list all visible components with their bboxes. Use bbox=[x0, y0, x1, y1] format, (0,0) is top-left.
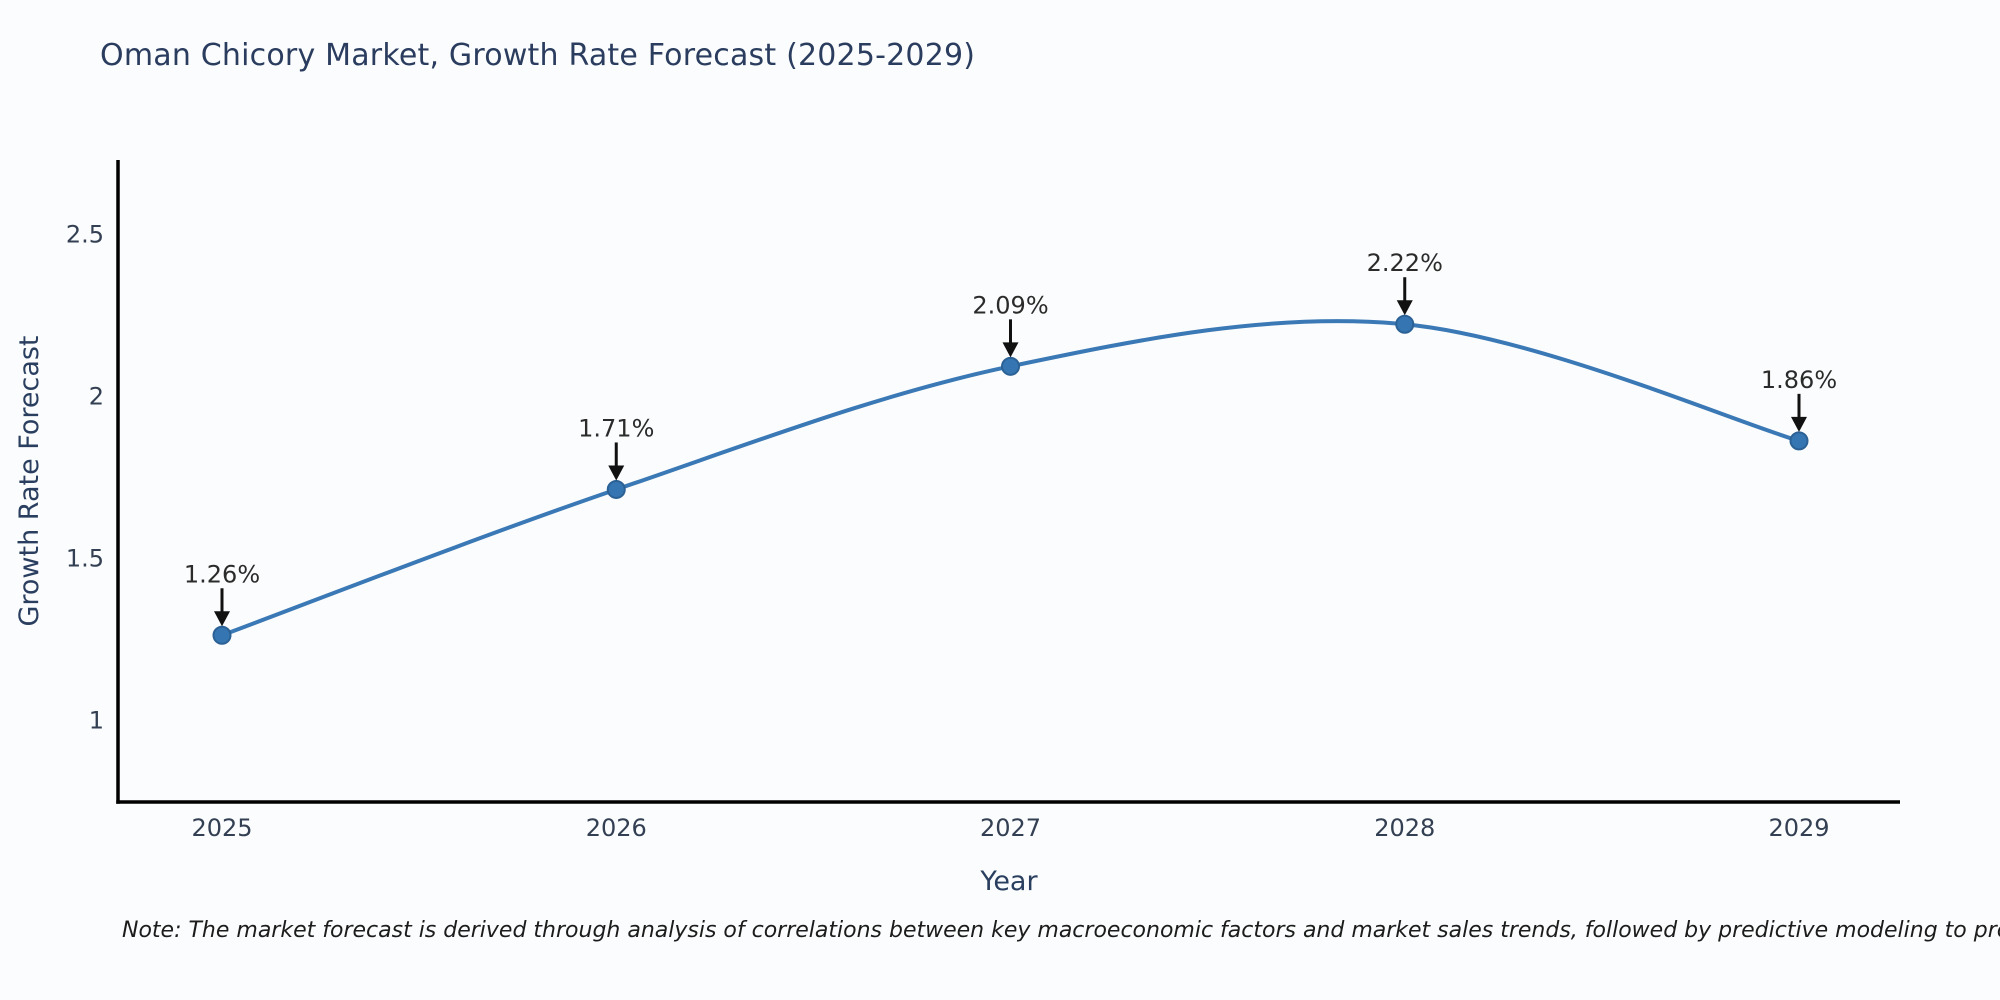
footnote: Note: The market forecast is derived thr… bbox=[122, 918, 2000, 943]
y-tick-label: 1.5 bbox=[66, 545, 104, 573]
annotation-arrowhead bbox=[1396, 300, 1413, 316]
data-point-label: 2.22% bbox=[1367, 249, 1443, 277]
data-point-marker bbox=[1395, 314, 1415, 334]
y-tick-label: 2.5 bbox=[66, 221, 104, 249]
y-tick-label: 2 bbox=[89, 383, 104, 411]
x-tick-label: 2028 bbox=[1374, 814, 1435, 842]
x-tick-label: 2029 bbox=[1768, 814, 1829, 842]
data-point-label: 1.26% bbox=[184, 560, 260, 588]
x-tick-label: 2027 bbox=[980, 814, 1041, 842]
data-point-marker bbox=[212, 625, 232, 645]
y-tick-label: 1 bbox=[89, 707, 104, 735]
data-point-label: 1.71% bbox=[578, 414, 654, 442]
x-tick-label: 2025 bbox=[191, 814, 252, 842]
annotation-arrowhead bbox=[608, 465, 625, 481]
data-point-marker bbox=[606, 479, 626, 499]
data-point-label: 2.09% bbox=[972, 291, 1048, 319]
data-point-marker bbox=[1789, 431, 1809, 451]
annotation-arrowhead bbox=[1791, 416, 1807, 432]
data-point-marker bbox=[1001, 356, 1020, 376]
chart-title: Oman Chicory Market, Growth Rate Forecas… bbox=[100, 38, 976, 73]
annotation-arrowhead bbox=[1002, 342, 1019, 358]
x-tick-label: 2026 bbox=[586, 814, 647, 842]
annotation-arrowhead bbox=[214, 611, 230, 627]
x-axis-title: Year bbox=[979, 866, 1038, 897]
y-axis-title: Growth Rate Forecast bbox=[14, 335, 45, 626]
data-point-label: 1.86% bbox=[1761, 366, 1837, 394]
